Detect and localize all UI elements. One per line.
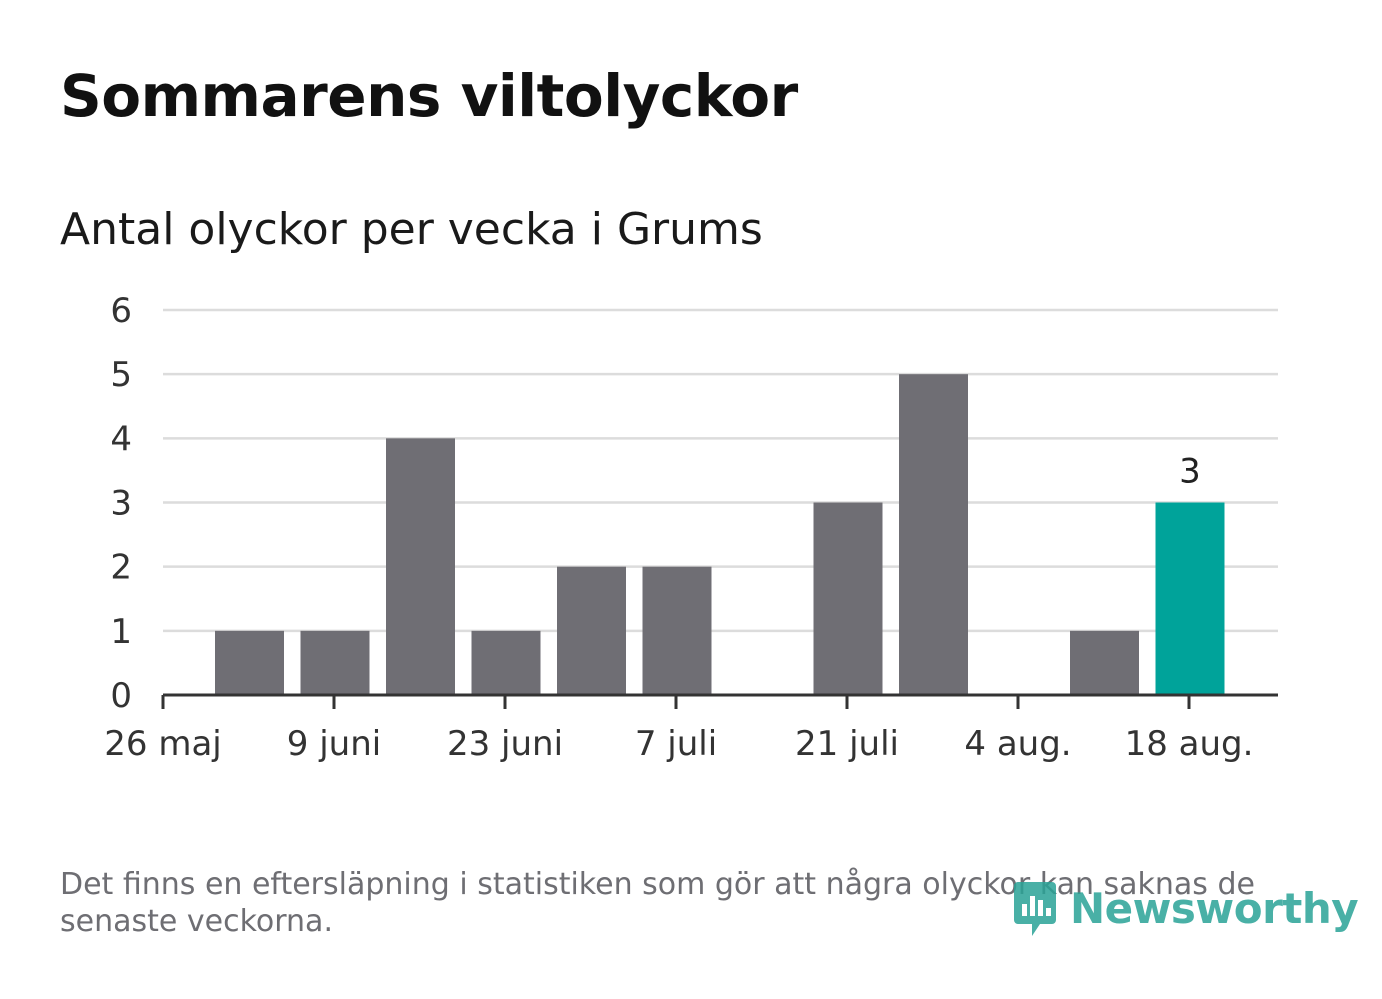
x-tick-label: 9 juni: [287, 724, 381, 764]
x-tick-label: 26 maj: [104, 724, 221, 764]
newsworthy-logo-icon: [1014, 882, 1056, 936]
x-axis-ticks: 26 maj 9 juni 23 juni 7 juli 21 juli 4 aug. 18…: [104, 695, 1253, 764]
y-axis-ticks: 0 1 2 3 4 5 6: [110, 291, 132, 716]
bar-21-juli: [813, 502, 883, 695]
data-labels: 3: [1179, 452, 1201, 492]
y-tick-label: 6: [110, 291, 132, 331]
y-tick-label: 2: [110, 548, 132, 588]
y-tick-label: 4: [110, 419, 132, 459]
bar-9-juni: [300, 630, 370, 695]
bar-11-aug-: [1070, 630, 1139, 695]
grid-lines: [163, 308, 1278, 633]
bar-16-juni: [386, 438, 455, 695]
y-tick-label: 1: [110, 612, 132, 652]
y-tick-label: 5: [110, 355, 132, 395]
data-label: 3: [1179, 452, 1201, 492]
bar-18-aug-: [1155, 502, 1225, 695]
bar-23-juni: [471, 630, 541, 695]
bar-28-juli: [899, 374, 968, 695]
bar-30-juni: [557, 566, 626, 695]
y-tick-label: 0: [110, 676, 132, 716]
bar-2-juni: [215, 630, 284, 695]
logo-text: Newsworthy: [1070, 883, 1359, 933]
bar-7-juli: [642, 566, 712, 695]
x-tick-label: 21 juli: [795, 724, 899, 764]
x-tick-label: 4 aug.: [964, 724, 1071, 764]
newsworthy-logo: Newsworthy: [1012, 874, 1359, 942]
bars: [215, 374, 1225, 695]
y-tick-label: 3: [110, 484, 132, 524]
chart-title: Sommarens viltolyckor: [60, 62, 798, 130]
x-tick-label: 18 aug.: [1125, 724, 1254, 764]
x-tick-label: 7 juli: [635, 724, 717, 764]
chart-subtitle: Antal olyckor per vecka i Grums: [60, 204, 763, 255]
x-tick-label: 23 juni: [447, 724, 563, 764]
